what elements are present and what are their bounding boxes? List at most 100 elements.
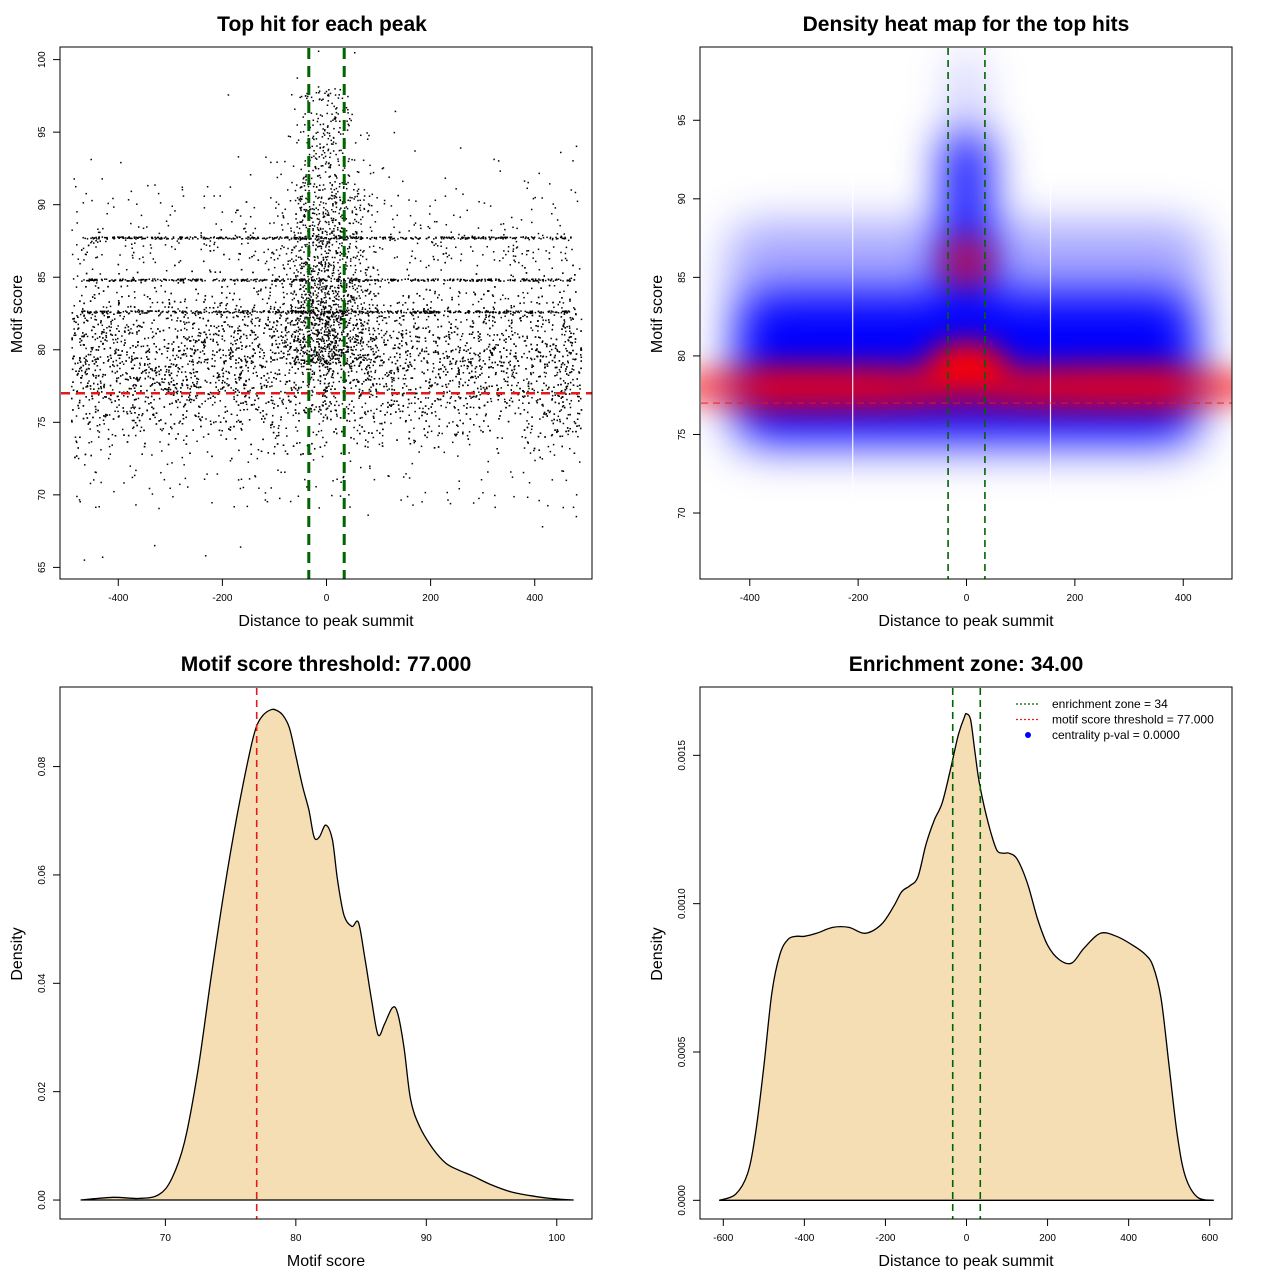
scatter-point <box>322 401 325 404</box>
scatter-point <box>203 344 205 346</box>
scatter-point <box>162 389 165 391</box>
scatter-point <box>541 404 543 406</box>
scatter-point <box>440 368 442 370</box>
scatter-point <box>114 400 116 402</box>
scatter-point <box>563 406 566 409</box>
scatter-point <box>512 371 515 374</box>
scatter-point <box>517 407 520 409</box>
scatter-point <box>460 335 463 338</box>
scatter-point <box>374 369 377 372</box>
scatter-point <box>448 390 451 392</box>
scatter-point <box>219 302 221 305</box>
scatter-point <box>216 351 218 353</box>
scatter-point <box>119 314 121 317</box>
scatter-point <box>523 296 525 299</box>
scatter-point <box>361 368 363 371</box>
scatter-point <box>530 343 532 346</box>
scatter-point <box>429 307 432 309</box>
scatter-point <box>405 385 408 387</box>
scatter-point <box>215 381 217 384</box>
scatter-point <box>558 418 561 421</box>
scatter-point <box>175 391 178 394</box>
scatter-point <box>437 434 439 437</box>
scatter-point <box>554 401 557 404</box>
scatter-point <box>253 306 255 309</box>
scatter-point <box>539 375 541 378</box>
scatter-point <box>413 318 415 320</box>
scatter-point <box>239 373 241 376</box>
scatter-point <box>416 392 418 395</box>
scatter-point <box>203 308 206 311</box>
scatter-point <box>260 450 263 453</box>
scatter-point <box>239 253 241 255</box>
scatter-point <box>443 357 446 359</box>
scatter-point <box>79 361 82 363</box>
scatter-point <box>183 300 186 303</box>
scatter-point <box>276 330 279 332</box>
scatter-point <box>494 373 497 376</box>
scatter-point <box>543 382 545 385</box>
scatter-point <box>351 400 353 402</box>
scatter-point <box>158 365 160 368</box>
scatter-point <box>465 397 467 400</box>
scatter-point <box>515 345 517 348</box>
scatter-point <box>346 295 349 297</box>
scatter-point <box>221 335 224 337</box>
scatter-point <box>364 354 366 356</box>
scatter-point <box>405 343 408 346</box>
scatter-point <box>421 350 423 352</box>
scatter-point <box>413 439 415 442</box>
scatter-point <box>373 353 376 355</box>
scatter-point <box>350 365 353 368</box>
scatter-point <box>371 340 374 342</box>
scatter-point <box>297 271 299 273</box>
scatter-point <box>196 371 199 373</box>
scatter-point <box>570 319 572 321</box>
scatter-point <box>223 417 225 419</box>
scatter-point <box>300 453 302 456</box>
scatter-point <box>165 317 168 320</box>
scatter-point <box>398 301 401 304</box>
scatter-point <box>181 395 183 398</box>
scatter-point <box>579 388 581 390</box>
scatter-point <box>358 391 361 393</box>
scatter-point <box>514 412 517 415</box>
scatter-point <box>431 370 434 373</box>
scatter-point <box>563 325 565 328</box>
scatter-point <box>526 335 528 338</box>
scatter-point <box>230 349 233 352</box>
scatter-point <box>171 343 173 345</box>
scatter-point <box>298 412 300 415</box>
scatter-point <box>251 308 254 311</box>
scatter-point <box>382 362 385 364</box>
scatter-point <box>348 322 351 324</box>
scatter-point <box>239 421 241 423</box>
scatter-point <box>577 435 579 438</box>
scatter-point <box>335 409 337 412</box>
scatter-point <box>561 405 564 408</box>
scatter-point <box>383 361 385 363</box>
scatter-point <box>396 439 398 441</box>
scatter-point <box>510 319 513 321</box>
scatter-point <box>475 395 478 397</box>
scatter-point <box>485 316 487 318</box>
scatter-point <box>335 413 338 416</box>
scatter-point <box>200 341 203 343</box>
scatter-point <box>526 311 529 314</box>
scatter-point <box>143 429 145 432</box>
scatter-point <box>381 315 383 317</box>
scatter-point <box>181 366 184 368</box>
scatter-point <box>271 343 274 345</box>
scatter-point <box>550 348 553 351</box>
scatter-point <box>118 415 120 417</box>
scatter-point <box>297 337 299 340</box>
scatter-point <box>350 362 352 365</box>
scatter-point <box>209 338 212 341</box>
scatter-point <box>539 418 541 420</box>
scatter-point <box>219 357 222 359</box>
scatter-point <box>361 323 364 326</box>
scatter-point <box>442 395 445 397</box>
scatter-point <box>368 396 371 398</box>
scatter-point <box>170 381 173 383</box>
scatter-point <box>287 353 289 356</box>
